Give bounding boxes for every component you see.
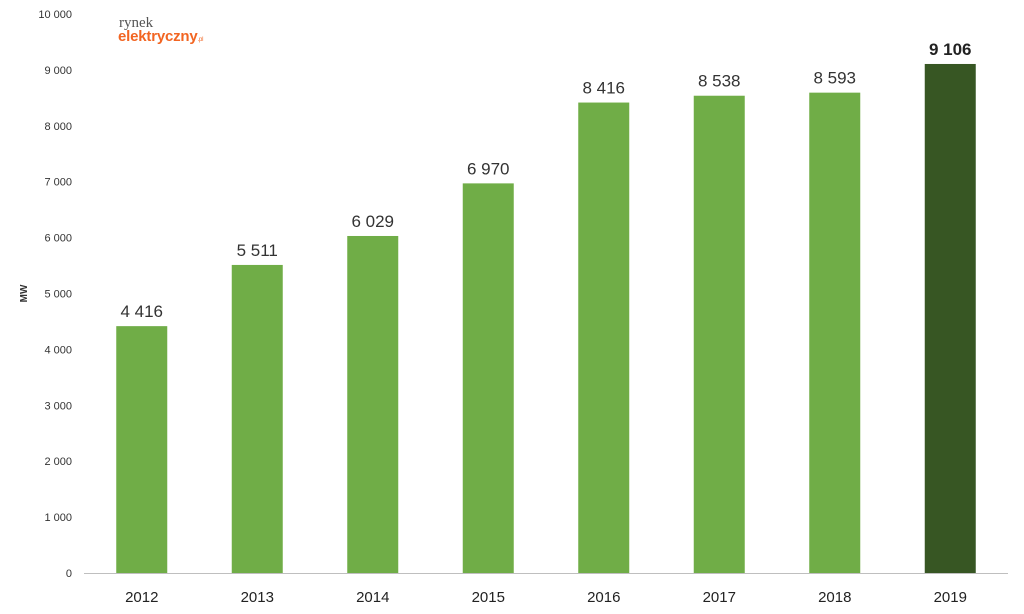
data-label: 8 538 — [698, 72, 741, 91]
logo-line1: rynek — [119, 15, 154, 31]
bar — [578, 102, 630, 574]
data-label: 5 511 — [237, 241, 278, 260]
y-tick-label: 7 000 — [44, 177, 72, 189]
y-tick-label: 10 000 — [38, 9, 72, 21]
y-tick-label: 1 000 — [44, 512, 72, 524]
data-label: 8 416 — [582, 79, 625, 98]
data-label: 6 029 — [351, 212, 394, 231]
data-label: 4 416 — [120, 302, 163, 321]
y-tick-label: 3 000 — [44, 400, 72, 412]
y-tick-label: 0 — [66, 568, 72, 580]
y-axis-label: MW — [19, 284, 30, 302]
x-tick-label: 2018 — [818, 589, 851, 606]
data-label: 6 970 — [467, 159, 510, 178]
bar — [347, 235, 399, 574]
y-tick-label: 9 000 — [44, 65, 72, 77]
bar — [693, 95, 745, 573]
y-tick-label: 8 000 — [44, 121, 72, 133]
y-tick-label: 6 000 — [44, 233, 72, 245]
x-tick-label: 2015 — [472, 589, 505, 606]
x-tick-label: 2017 — [703, 589, 736, 606]
logo-line2: elektryczny.pl — [118, 29, 203, 44]
data-label: 8 593 — [813, 69, 856, 88]
y-tick-label: 5 000 — [44, 289, 72, 301]
x-tick-label: 2012 — [125, 589, 158, 606]
data-label: 9 106 — [929, 40, 972, 59]
y-tick-label: 2 000 — [44, 456, 72, 468]
bar — [462, 183, 514, 573]
logo-suffix: .pl — [197, 37, 204, 43]
bar — [809, 92, 861, 573]
bar — [924, 63, 976, 573]
bar — [231, 264, 283, 573]
y-tick-label: 4 000 — [44, 344, 72, 356]
x-tick-label: 2016 — [587, 589, 620, 606]
logo: rynek elektryczny.pl — [118, 15, 203, 45]
bar — [116, 326, 168, 573]
x-tick-label: 2014 — [356, 589, 389, 606]
logo-wordmark: elektryczny — [118, 28, 198, 45]
x-tick-label: 2019 — [934, 589, 967, 606]
x-tick-label: 2013 — [241, 589, 274, 606]
